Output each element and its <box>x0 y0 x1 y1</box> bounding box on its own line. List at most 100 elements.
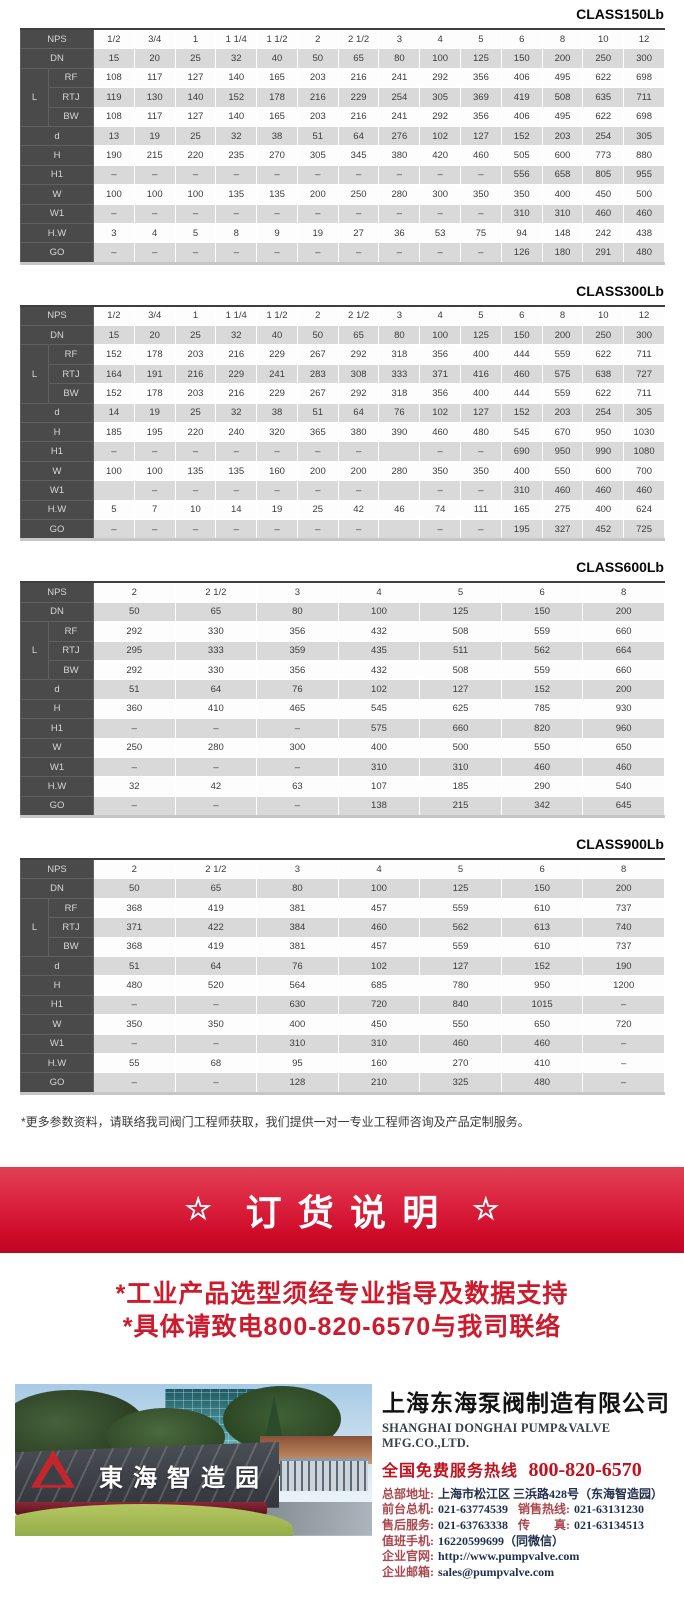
table-cell: 2 <box>296 305 339 327</box>
table-cell: 419 <box>500 87 543 108</box>
contact-value: 上海市松江区 三浜路428号（东海智造园） <box>438 1486 664 1501</box>
table-cell: 3/4 <box>133 28 176 50</box>
row-label: NPS <box>19 858 95 880</box>
table-cell: – <box>93 242 135 264</box>
table-cell <box>378 441 421 462</box>
table-cell: 300 <box>623 48 665 69</box>
table-cell: 381 <box>256 897 339 919</box>
table-row: DN 50 65 80 100 125 150 200 <box>19 878 665 899</box>
table-cell: 138 <box>337 795 421 818</box>
table-cell: 664 <box>582 640 665 661</box>
table-cell: 195 <box>133 422 176 443</box>
table-cell: 950 <box>500 975 584 996</box>
table-cell: 164 <box>93 363 135 385</box>
table-row: H.W 5 7 10 14 19 25 42 46 74 111 165 275 400 624 <box>19 499 665 520</box>
table-cell: – <box>133 203 176 224</box>
table-cell: 400 <box>337 737 421 758</box>
table-cell: 4 <box>419 28 462 50</box>
table-cell: 229 <box>215 363 258 385</box>
contact-value: http://www.pumpvalve.com <box>438 1549 580 1564</box>
table-cell: 559 <box>419 897 502 919</box>
table-cell: 564 <box>256 975 339 996</box>
contact-label: 售后服务: <box>382 1517 434 1532</box>
table-cell: 51 <box>296 125 339 147</box>
factory-gate <box>280 1457 368 1491</box>
table-cell: 140 <box>174 87 217 108</box>
table-cell: – <box>174 994 258 1016</box>
table-cell: 320 <box>256 422 298 443</box>
table-cell: 152 <box>215 87 258 108</box>
table-cell: 350 <box>460 460 502 482</box>
table-cell: 152 <box>500 402 543 424</box>
table-cell: 215 <box>419 795 502 818</box>
table-cell: 200 <box>582 679 665 700</box>
table-cell: 480 <box>500 1072 584 1094</box>
table-cell: – <box>93 1033 176 1054</box>
table-cell: 12 <box>623 28 665 50</box>
table-row: H 190 215 220 235 270 305 345 380 420 460 505 600 773… <box>19 145 665 166</box>
table-cell: 444 <box>500 383 543 404</box>
table-row: BW 292 330 356 432 508 559 660 <box>21 659 665 681</box>
table-cell: – <box>133 441 176 462</box>
table-cell: 292 <box>337 383 380 404</box>
table-cell: 152 <box>93 344 135 365</box>
table-cell: 419 <box>174 897 258 919</box>
table-cell: 1 <box>174 28 217 50</box>
table-cell: – <box>256 756 339 778</box>
table-cell: – <box>93 994 176 1016</box>
table-title: CLASS300Lb <box>576 282 664 299</box>
table-cell: 3 <box>256 581 339 603</box>
table-cell: 318 <box>378 344 421 365</box>
table-cell: – <box>296 242 339 264</box>
table-row: d 14 19 25 32 38 51 64 76 102 127 152 203 254 305 <box>19 402 665 424</box>
table-cell: 1 1/4 <box>215 28 258 50</box>
table-cell: – <box>337 480 380 501</box>
spec-table: NPS 1/2 3/4 1 1 1/4 1 1/2 2 2 1/2 3 4 5 6 8 10 12 DN 15 2… <box>19 28 665 265</box>
table-cell: 740 <box>582 917 665 938</box>
table-cell: 342 <box>500 795 584 818</box>
star-icon: ☆ <box>184 1193 212 1227</box>
row-label: GO <box>19 242 95 264</box>
table-cell: – <box>337 441 380 462</box>
table-cell: 100 <box>337 601 421 623</box>
table-cell: 38 <box>256 402 298 424</box>
table-cell: – <box>419 518 462 541</box>
table-cell: 310 <box>500 203 543 224</box>
table-cell: 100 <box>174 184 217 205</box>
table-cell: 310 <box>419 756 502 778</box>
table-cell: 191 <box>133 363 176 385</box>
table-cell: 333 <box>174 640 258 661</box>
table-cell: 46 <box>378 499 421 520</box>
table-cell: 100 <box>337 878 421 899</box>
table-cell: 610 <box>500 936 584 958</box>
table-cell: 780 <box>419 975 502 996</box>
table-cell: 152 <box>93 383 135 404</box>
table-cell: 295 <box>93 640 176 661</box>
table-cell: 180 <box>541 242 584 264</box>
table-cell: – <box>296 480 339 501</box>
table-cell: 820 <box>500 718 584 739</box>
table-cell: 1/2 <box>93 305 135 327</box>
table-cell: 32 <box>93 776 176 797</box>
table-cell: 275 <box>541 499 584 520</box>
table-cell: – <box>419 441 462 462</box>
table-cell: – <box>419 242 462 264</box>
table-cell: 559 <box>500 621 584 642</box>
contact-line: 前台总机: 021-63774539 销售热线: 021-63131230 <box>382 1502 672 1518</box>
table-cell: 63 <box>256 776 339 797</box>
table-cell: 3 <box>93 222 135 244</box>
table-row: H.W 32 42 63 107 185 290 540 <box>19 776 665 797</box>
table-cell: – <box>133 518 176 541</box>
table-cell: 40 <box>256 48 298 69</box>
table-cell: 562 <box>419 917 502 938</box>
table-cell: 622 <box>582 106 625 127</box>
table-cell: 452 <box>582 518 625 541</box>
table-cell: 460 <box>623 480 665 501</box>
footer: 東海智造园 上海东海泵阀制造有限公司 SHANGHAI DONGHAI PUMP… <box>0 1383 684 1581</box>
table-cell: 65 <box>337 325 380 346</box>
table-cell: 64 <box>337 402 380 424</box>
table-cell: 50 <box>296 325 339 346</box>
notice-block: *工业产品选型须经专业指导及数据支持 *具体请致电800-820-6570与我司… <box>0 1278 684 1344</box>
row-label: NPS <box>19 28 95 50</box>
table-cell: 32 <box>215 48 258 69</box>
